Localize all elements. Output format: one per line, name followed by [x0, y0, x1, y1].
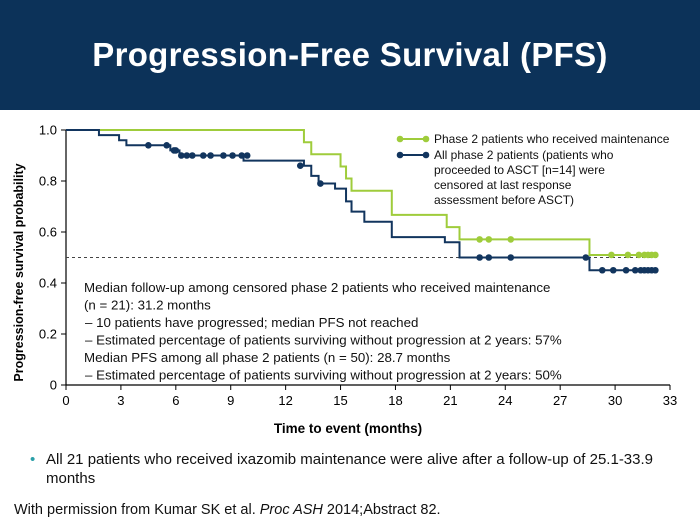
x-tick-label-8: 24	[498, 393, 512, 408]
annotation-line-0: Median follow-up among censored phase 2 …	[84, 280, 550, 295]
censor-marker-1-10	[229, 152, 236, 159]
censor-marker-1-4	[178, 152, 185, 159]
y-axis-label: Progression-free survival probability	[12, 163, 26, 381]
censor-marker-1-16	[485, 254, 493, 261]
y-tick-label-0: 0	[50, 378, 57, 393]
censor-marker-1-27	[652, 266, 659, 274]
censor-marker-1-12	[243, 152, 251, 159]
censor-marker-0-1	[485, 236, 493, 243]
censor-marker-0-9	[652, 251, 659, 259]
legend-label-1-3: assessment before ASCT)	[434, 193, 574, 207]
censor-marker-1-7	[199, 152, 207, 159]
censor-marker-1-21	[622, 266, 630, 274]
censor-marker-1-18	[582, 254, 590, 261]
legend-label-1-2: censored at last response	[434, 178, 572, 192]
pfs-chart: 0 3 6 9 12 15 18 21 24 27 30 33 0 0.2 0.4 0.6 0.8 1.0 Time…	[0, 115, 700, 445]
censor-marker-1-17	[507, 254, 515, 261]
page-title: Progression-Free Survival (PFS)	[92, 36, 608, 73]
annotation-line-2: – 10 patients have progressed; median PF…	[85, 315, 418, 330]
censor-marker-0-2	[507, 236, 515, 243]
x-tick-label-10: 30	[608, 393, 622, 408]
bullet-text: All 21 patients who received ixazomib ma…	[46, 451, 654, 487]
y-tick-label-1: 0.2	[39, 327, 57, 342]
legend-swatch-dot-b-0	[422, 135, 430, 143]
censor-marker-1-6	[188, 152, 196, 159]
censor-marker-1-5	[183, 152, 191, 159]
x-tick-label-5: 15	[333, 393, 347, 408]
censor-marker-1-20	[609, 266, 617, 274]
x-tick-label-9: 27	[553, 393, 567, 408]
pfs-chart-svg: 0 3 6 9 12 15 18 21 24 27 30 33 0 0.2 0.4 0.6 0.8 1.0 Time…	[12, 123, 677, 437]
citation-prefix: With permission from Kumar SK et al.	[14, 502, 260, 518]
legend-label-1-1: proceeded to ASCT [n=14] were	[434, 163, 605, 177]
x-tick-label-3: 9	[227, 393, 234, 408]
annotation-line-5: – Estimated percentage of patients survi…	[85, 368, 562, 383]
censor-marker-1-1	[163, 142, 170, 149]
legend-label-1-0: All phase 2 patients (patients who	[434, 148, 614, 162]
x-tick-label-4: 12	[278, 393, 292, 408]
series-line-0	[66, 129, 656, 256]
censor-marker-1-8	[207, 152, 214, 159]
annotation-line-3: – Estimated percentage of patients survi…	[85, 333, 562, 348]
x-tick-label-0: 0	[62, 393, 69, 408]
x-tick-label-6: 18	[388, 393, 402, 408]
legend-swatch-dot-b-1	[422, 151, 430, 159]
y-tick-label-4: 0.8	[39, 174, 57, 189]
censor-marker-1-13	[296, 162, 304, 169]
title-banner: Progression-Free Survival (PFS)	[0, 0, 700, 110]
legend-label-0-0: Phase 2 patients who received maintenanc…	[434, 132, 670, 146]
x-tick-label-11: 33	[663, 393, 677, 408]
censor-marker-0-5	[635, 251, 643, 259]
citation-suffix: 2014;Abstract 82.	[322, 502, 441, 518]
censor-marker-0-4	[624, 251, 632, 259]
censor-marker-1-19	[598, 266, 606, 274]
series-line-1	[66, 129, 656, 272]
legend-swatch-dot-a-1	[396, 151, 404, 159]
x-axis-label: Time to event (months)	[274, 421, 422, 436]
bullet-dot-icon: •	[30, 451, 36, 468]
censor-marker-1-11	[238, 152, 246, 159]
censor-marker-1-15	[476, 254, 483, 261]
censor-marker-1-0	[145, 142, 152, 149]
x-tick-label-2: 6	[172, 393, 179, 408]
censor-marker-0-3	[608, 251, 615, 259]
x-tick-label-1: 3	[117, 393, 124, 408]
y-tick-label-5: 1.0	[39, 123, 57, 138]
citation-journal: Proc ASH	[259, 502, 323, 518]
annotation-line-4: Median PFS among all phase 2 patients (n…	[84, 350, 451, 365]
y-tick-label-2: 0.4	[39, 276, 57, 291]
censor-marker-0-0	[476, 236, 483, 243]
censor-marker-1-14	[317, 180, 324, 187]
censor-marker-1-3	[172, 147, 180, 154]
citation: With permission from Kumar SK et al. Pro…	[14, 502, 441, 518]
y-tick-label-3: 0.6	[39, 225, 57, 240]
x-tick-label-7: 21	[443, 393, 457, 408]
censor-marker-1-9	[220, 152, 227, 159]
censor-marker-1-22	[631, 266, 639, 274]
annotation-line-1: (n = 21): 31.2 months	[84, 298, 211, 313]
legend-swatch-dot-a-0	[396, 135, 404, 143]
banner-rule	[0, 104, 700, 110]
